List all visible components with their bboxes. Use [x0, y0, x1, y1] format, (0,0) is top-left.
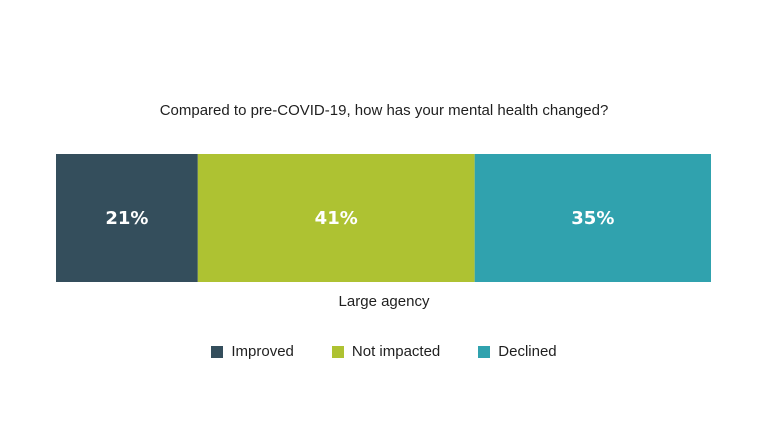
bar-group: 21% 41% 35%	[56, 154, 711, 282]
bar-segment-improved	[56, 154, 198, 282]
legend-item-not-impacted: Not impacted	[331, 343, 441, 360]
bar-segment-not-impacted	[197, 154, 475, 282]
legend-item-declined: Declined	[478, 343, 557, 360]
legend-label-declined: Declined	[498, 343, 557, 360]
bar-segment-declined	[474, 154, 711, 282]
legend-swatch-declined	[478, 345, 491, 358]
data-label-declined: 35%	[571, 208, 614, 229]
chart-title: Compared to pre-COVID-19, how has your m…	[159, 102, 609, 119]
legend-swatch-not-impacted	[331, 345, 344, 358]
legend-label-not-impacted: Not impacted	[351, 343, 441, 360]
data-label-not-impacted: 41%	[315, 208, 358, 229]
legend-swatch-improved	[211, 345, 224, 358]
category-label: Large agency	[338, 293, 430, 310]
legend: Improved Not impacted Declined	[0, 343, 768, 360]
data-label-improved: 21%	[105, 208, 148, 229]
legend-item-improved: Improved	[211, 343, 294, 360]
legend-label-improved: Improved	[231, 343, 294, 360]
